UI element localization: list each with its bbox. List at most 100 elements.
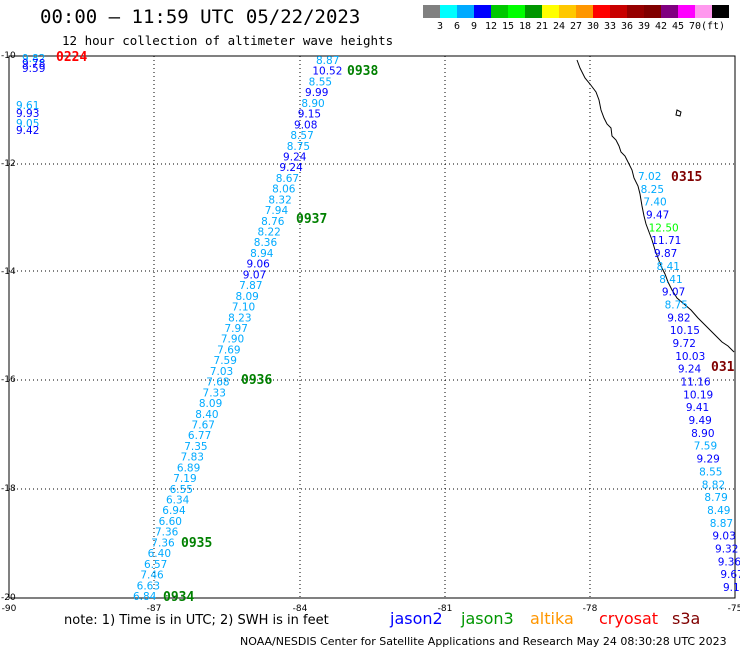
pass-time-label: 0937	[296, 212, 327, 227]
colorbar-tick-label: 3	[436, 21, 444, 32]
swh-value-label: 8.94	[250, 248, 274, 260]
swh-value-label: 10.03	[675, 351, 705, 363]
swh-value-label: 8.79	[704, 492, 727, 504]
swh-value-label: 8.25	[641, 184, 664, 196]
swh-value-label: 7.10	[232, 302, 255, 314]
swh-value-label: 7.67	[192, 419, 215, 431]
swh-value-label: 7.33	[203, 387, 226, 399]
footer-note: note: 1) Time is in UTC; 2) SWH is in fe…	[64, 613, 329, 628]
colorbar-swatch	[525, 5, 542, 18]
swh-value-label: 8.55	[699, 466, 722, 478]
colorbar-swatch	[491, 5, 508, 18]
swh-value-label: 9.36	[718, 556, 740, 568]
island	[675, 109, 682, 117]
colorbar-unit: (ft)	[701, 21, 726, 32]
swh-value-label: 9.24	[283, 151, 307, 163]
swh-value-label: 9.08	[294, 119, 317, 131]
colorbar-tick-label: 12	[484, 21, 498, 32]
swh-value-label: 9.24	[279, 162, 303, 174]
page-title: 00:00 — 11:59 UTC 05/22/2023	[40, 6, 361, 28]
colorbar-tick-label: 9	[470, 21, 478, 32]
colorbar-tick-label: 70	[688, 21, 702, 32]
swh-value-label: 8.09	[235, 291, 258, 303]
swh-value-label: 9.15	[298, 109, 321, 121]
swh-value-label: 6.84	[133, 591, 157, 603]
colorbar-tick-label: 21	[535, 21, 549, 32]
legend-item-jason3: jason3	[461, 609, 514, 628]
swh-value-label: 9.72	[673, 338, 696, 350]
swh-value-label: 7.19	[173, 473, 196, 485]
swh-value-label: 9.82	[22, 53, 45, 65]
swh-value-label: 8.23	[228, 312, 251, 324]
lat-tick-label: -12	[1, 159, 16, 169]
swh-value-label: 9.59	[22, 63, 45, 75]
swh-value-label: 9.03	[712, 531, 735, 543]
swh-value-label: 8.09	[199, 398, 222, 410]
swh-value-label: 8.90	[301, 98, 324, 110]
page-subtitle: 12 hour collection of altimeter wave hei…	[62, 33, 394, 48]
swh-value-label: 9.1	[723, 582, 740, 594]
lon-tick-label: -81	[438, 604, 453, 614]
swh-value-label: 9.29	[696, 454, 719, 466]
swh-value-label: 9.49	[688, 415, 711, 427]
swh-value-label: 7.97	[225, 323, 248, 335]
swh-value-label: 7.36	[151, 537, 175, 549]
lon-tick-label: -90	[2, 604, 17, 614]
colorbar-swatch	[627, 5, 644, 18]
swh-value-label: 11.16	[681, 377, 711, 389]
swh-value-label: 9.47	[646, 210, 669, 222]
swh-value-label: 6.94	[162, 505, 186, 517]
lon-tick-label: -78	[583, 604, 598, 614]
colorbar-tick-label: 27	[569, 21, 583, 32]
pass-time-label: 0224	[56, 50, 87, 65]
swh-value-label: 8.40	[195, 409, 218, 421]
swh-value-label: 10.15	[670, 325, 700, 337]
swh-value-label: 9.82	[667, 312, 690, 324]
swh-value-label: 7.46	[140, 570, 164, 582]
pass-time-label: 0938	[347, 64, 378, 79]
swh-value-label: 6.89	[177, 462, 200, 474]
colorbar-swatch	[474, 5, 491, 18]
swh-value-label: 7.59	[694, 441, 717, 453]
swh-value-label: 9.06	[246, 259, 270, 271]
swh-value-label: 7.69	[217, 344, 240, 356]
colorbar-tick-label: 33	[603, 21, 617, 32]
swh-value-label: 9.87	[654, 248, 677, 260]
swh-value-label: 9.61	[16, 100, 39, 112]
swh-value-label: 7.36	[155, 527, 179, 539]
colorbar-swatch	[712, 5, 729, 18]
colorbar-swatch	[559, 5, 576, 18]
colorbar-swatch	[542, 5, 559, 18]
colorbar-tick-label: 45	[671, 21, 685, 32]
swh-value-label: 9.99	[305, 87, 328, 99]
colorbar-tick-label: 24	[552, 21, 566, 32]
lon-tick-label: -75	[728, 604, 740, 614]
swh-value-label: 10.19	[683, 389, 713, 401]
swh-value-label: 8.87	[710, 518, 733, 530]
swh-value-label: 8.57	[290, 130, 313, 142]
swh-value-label: 9.24	[678, 364, 702, 376]
colorbar-swatch	[593, 5, 610, 18]
colorbar-swatch	[576, 5, 593, 18]
swh-value-label: 9.41	[686, 402, 709, 414]
pass-time-label: 0315	[671, 170, 702, 185]
swh-value-label: 9.07	[662, 287, 685, 299]
colorbar-tick-label: 30	[586, 21, 600, 32]
pass-time-label: 0934	[163, 590, 194, 605]
swh-value-label: 7.94	[265, 205, 289, 217]
colorbar-tick-label: 6	[453, 21, 461, 32]
swh-value-label: 6.40	[148, 548, 171, 560]
swh-value-label: 8.49	[707, 505, 730, 517]
altimeter-tracks: 9.829.789.599.619.939.059.428.8710.528.5…	[16, 53, 740, 603]
map-border	[8, 55, 736, 599]
swh-value-label: 7.40	[643, 197, 666, 209]
colorbar-tick-label: 39	[637, 21, 651, 32]
colorbar-swatch	[508, 5, 525, 18]
swh-value-label: 9.78	[22, 58, 45, 70]
swh-value-label: 7.90	[221, 334, 244, 346]
colorbar-swatch	[423, 5, 440, 18]
lat-tick-label: -14	[1, 267, 16, 277]
colorbar-swatch	[440, 5, 457, 18]
swh-value-label: 9.93	[16, 108, 39, 120]
